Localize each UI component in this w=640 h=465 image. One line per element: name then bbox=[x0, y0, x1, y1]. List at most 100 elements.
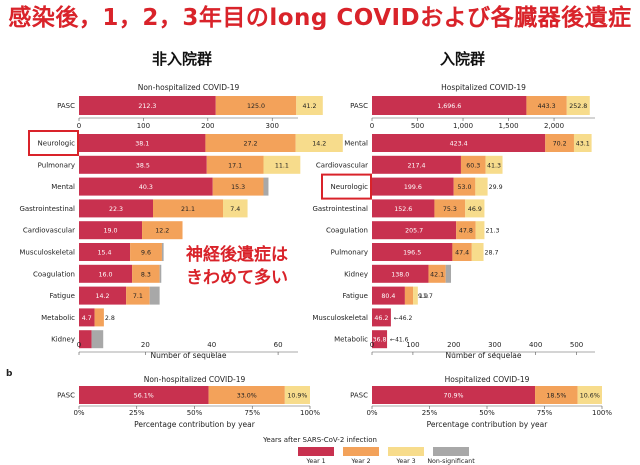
panel-3-row-pasc-value-y2: 443.3 bbox=[538, 103, 556, 110]
panel-4-row-cardiovascular-bar-y3 bbox=[485, 155, 503, 174]
panel-2-row-coagulation-value-y2: 8.3 bbox=[141, 271, 151, 278]
panel-5-tick-label-4: 100% bbox=[300, 409, 320, 417]
panel-1-row-pasc-value-y3: 41.2 bbox=[303, 103, 317, 110]
panel-4-row-neurologic-label: Neurologic bbox=[331, 183, 369, 191]
panel-4-row-kidney-value-y2: 42.1 bbox=[430, 271, 444, 278]
panel-2-row-neurologic-value-y2: 27.2 bbox=[244, 141, 258, 148]
group-label-hospitalized: 入院群 bbox=[440, 50, 486, 68]
panel-6-tick-label-4: 100% bbox=[592, 409, 612, 417]
panel-6-xlabel: Percentage contribution by year bbox=[427, 420, 549, 429]
panel-4-row-metabolic-value-y1: 36.8 bbox=[373, 337, 387, 344]
panel-3-row-pasc-label: PASC bbox=[350, 102, 368, 110]
panel-3-row-pasc-value-y3: 252.8 bbox=[569, 103, 587, 110]
panel-2-row-musculoskeletal-bar-y2 bbox=[130, 243, 162, 261]
panel-1-tick-label-0: 0 bbox=[77, 122, 81, 130]
panel-2-row-musculoskeletal-bar-y1 bbox=[79, 243, 131, 261]
annotation-line-1: 神経後遺症は bbox=[186, 245, 288, 265]
panel-2-tick-label-0: 0 bbox=[77, 341, 81, 349]
panel-4-row-cardiovascular-value-y2: 60.3 bbox=[466, 162, 480, 169]
panel-1-row-pasc-value-y1: 212.3 bbox=[138, 103, 156, 110]
panel-2-row-metabolic-value-y1: 4.7 bbox=[82, 315, 92, 322]
panel-6-row-pasc-value-y1: 70.9% bbox=[444, 393, 464, 400]
panel-6-title: Hospitalized COVID-19 bbox=[445, 375, 530, 384]
panel-4-row-fatigue-value-y3: 11.7 bbox=[419, 293, 433, 300]
panel-2-row-fatigue-bar-ns bbox=[149, 286, 160, 305]
panel-2-row-neurologic-value-y1: 38.1 bbox=[135, 141, 149, 148]
panel-4-row-metabolic-bar-y1 bbox=[372, 330, 388, 349]
panel-2-row-fatigue-bar-y2 bbox=[126, 286, 150, 305]
panel-b-label: b bbox=[6, 369, 13, 379]
slide-title: 感染後，1，2，3年目のlong COVIDおよび各臓器後遺症 bbox=[8, 5, 632, 31]
panel-6-tick-label-1: 25% bbox=[422, 409, 438, 417]
panel-4-row-mental-label: Mental bbox=[344, 140, 368, 148]
panel-2-row-coagulation-bar-y2 bbox=[132, 264, 160, 283]
panel-2-row-metabolic-label: Metabolic bbox=[41, 314, 75, 322]
panel-3-title: Hospitalized COVID-19 bbox=[441, 83, 526, 92]
panel-1-row-pasc-label: PASC bbox=[57, 102, 75, 110]
panel-6-row-pasc-bar-y3 bbox=[577, 386, 602, 404]
panel-6-row-pasc-value-y2: 18.5% bbox=[546, 393, 566, 400]
legend-swatch-year-3 bbox=[388, 447, 424, 456]
panel-5-row-pasc-label: PASC bbox=[57, 392, 75, 400]
panel-2-row-mental-value-y2: 15.3 bbox=[231, 184, 245, 191]
panel-6-tick-label-3: 75% bbox=[537, 409, 553, 417]
panel-2-row-neurologic-bar-y1 bbox=[79, 134, 206, 152]
panel-4-xlabel: Number of sequelae bbox=[445, 351, 521, 360]
panel-2-row-musculoskeletal-label: Musculoskeletal bbox=[19, 249, 75, 257]
panel-6-row-pasc-bar-y2 bbox=[535, 386, 578, 404]
panel-4-row-pulmonary-bar-y3 bbox=[471, 243, 484, 261]
panel-2-row-coagulation-label: Coagulation bbox=[33, 270, 75, 278]
panel-4-row-mental-bar-y1 bbox=[372, 134, 546, 152]
panel-4-row-musculoskeletal-value-y1: 46.2 bbox=[374, 315, 388, 322]
panel-4-tick-label-3: 300 bbox=[488, 341, 501, 349]
panel-2-row-coagulation-bar-y1 bbox=[79, 264, 133, 283]
panel-1-row-pasc-bar-y1 bbox=[79, 96, 216, 115]
panel-4-row-gastrointestinal-value-y3: 46.9 bbox=[468, 206, 482, 213]
panel-2-row-fatigue-label: Fatigue bbox=[49, 292, 75, 300]
panel-2-row-pulmonary-value-y2: 17.1 bbox=[228, 162, 242, 169]
panel-2-row-mental-bar-y2 bbox=[212, 177, 264, 196]
panel-2-row-metabolic-value-y2: 2.8 bbox=[105, 315, 115, 322]
panel-4-row-coagulation-bar-y1 bbox=[372, 221, 457, 240]
panel-5-row-pasc-value-y1: 56.1% bbox=[134, 393, 154, 400]
panel-4-row-cardiovascular-bar-y2 bbox=[460, 155, 486, 174]
panel-2-row-pulmonary-bar-y1 bbox=[79, 155, 207, 174]
panel-4-row-kidney-value-y1: 138.0 bbox=[391, 271, 409, 278]
panel-2-row-pulmonary-value-y3: 11.1 bbox=[275, 162, 289, 169]
panel-6-tick-label-2: 50% bbox=[479, 409, 495, 417]
panel-4-row-kidney-bar-y2 bbox=[428, 264, 446, 283]
panel-5-row-pasc-value-y2: 33.0% bbox=[237, 393, 257, 400]
panel-4-row-fatigue-bar-y1 bbox=[372, 286, 405, 305]
panel-4-row-kidney-label: Kidney bbox=[344, 270, 368, 278]
panel-3-row-pasc-bar-y1 bbox=[372, 96, 527, 115]
panel-2-row-mental-bar-y1 bbox=[79, 177, 213, 196]
panel-2-row-metabolic-bar-y2 bbox=[94, 308, 104, 327]
panel-2-xlabel: Number of sequelae bbox=[150, 351, 226, 360]
panel-2-row-gastrointestinal-bar-y3 bbox=[223, 199, 248, 218]
panel-3-tick-label-0: 0 bbox=[370, 122, 374, 130]
panel-4-row-pulmonary-value-y2: 47.4 bbox=[455, 250, 469, 257]
panel-4-row-gastrointestinal-bar-y2 bbox=[434, 199, 466, 218]
panel-2-row-mental-label: Mental bbox=[51, 183, 75, 191]
panel-4-tick-label-2: 200 bbox=[447, 341, 460, 349]
panel-4-row-musculoskeletal-bar-y1 bbox=[372, 308, 391, 327]
panel-5-row-pasc-value-y3: 10.9% bbox=[287, 393, 307, 400]
panel-4-row-cardiovascular-bar-y1 bbox=[372, 155, 461, 174]
panel-4-row-pulmonary-bar-y2 bbox=[452, 243, 472, 261]
panel-2-row-fatigue-value-y2: 7.1 bbox=[133, 293, 143, 300]
panel-4-row-gastrointestinal-label: Gastrointestinal bbox=[312, 205, 368, 213]
panel-2-row-gastrointestinal-value-y3: 7.4 bbox=[230, 206, 240, 213]
panel-4-row-kidney-bar-ns bbox=[445, 264, 452, 283]
panel-6-row-pasc-value-y3: 10.6% bbox=[580, 393, 600, 400]
panel-3-tick-label-1: 500 bbox=[411, 122, 424, 130]
panel-4-row-neurologic-bar-y1 bbox=[372, 177, 454, 196]
panel-2-row-cardiovascular-bar-y1 bbox=[79, 221, 143, 240]
panel-2-row-gastrointestinal-value-y2: 21.1 bbox=[181, 206, 195, 213]
panel-4-row-coagulation-bar-y3 bbox=[475, 221, 485, 240]
panel-5-row-pasc-bar-y1 bbox=[79, 386, 209, 404]
panel-2-row-pulmonary-bar-y2 bbox=[206, 155, 264, 174]
panel-2-tick-label-2: 40 bbox=[207, 341, 216, 349]
panel-3-tick-label-3: 1,500 bbox=[499, 122, 519, 130]
panel-4-row-cardiovascular-value-y3: 41.3 bbox=[487, 162, 501, 169]
